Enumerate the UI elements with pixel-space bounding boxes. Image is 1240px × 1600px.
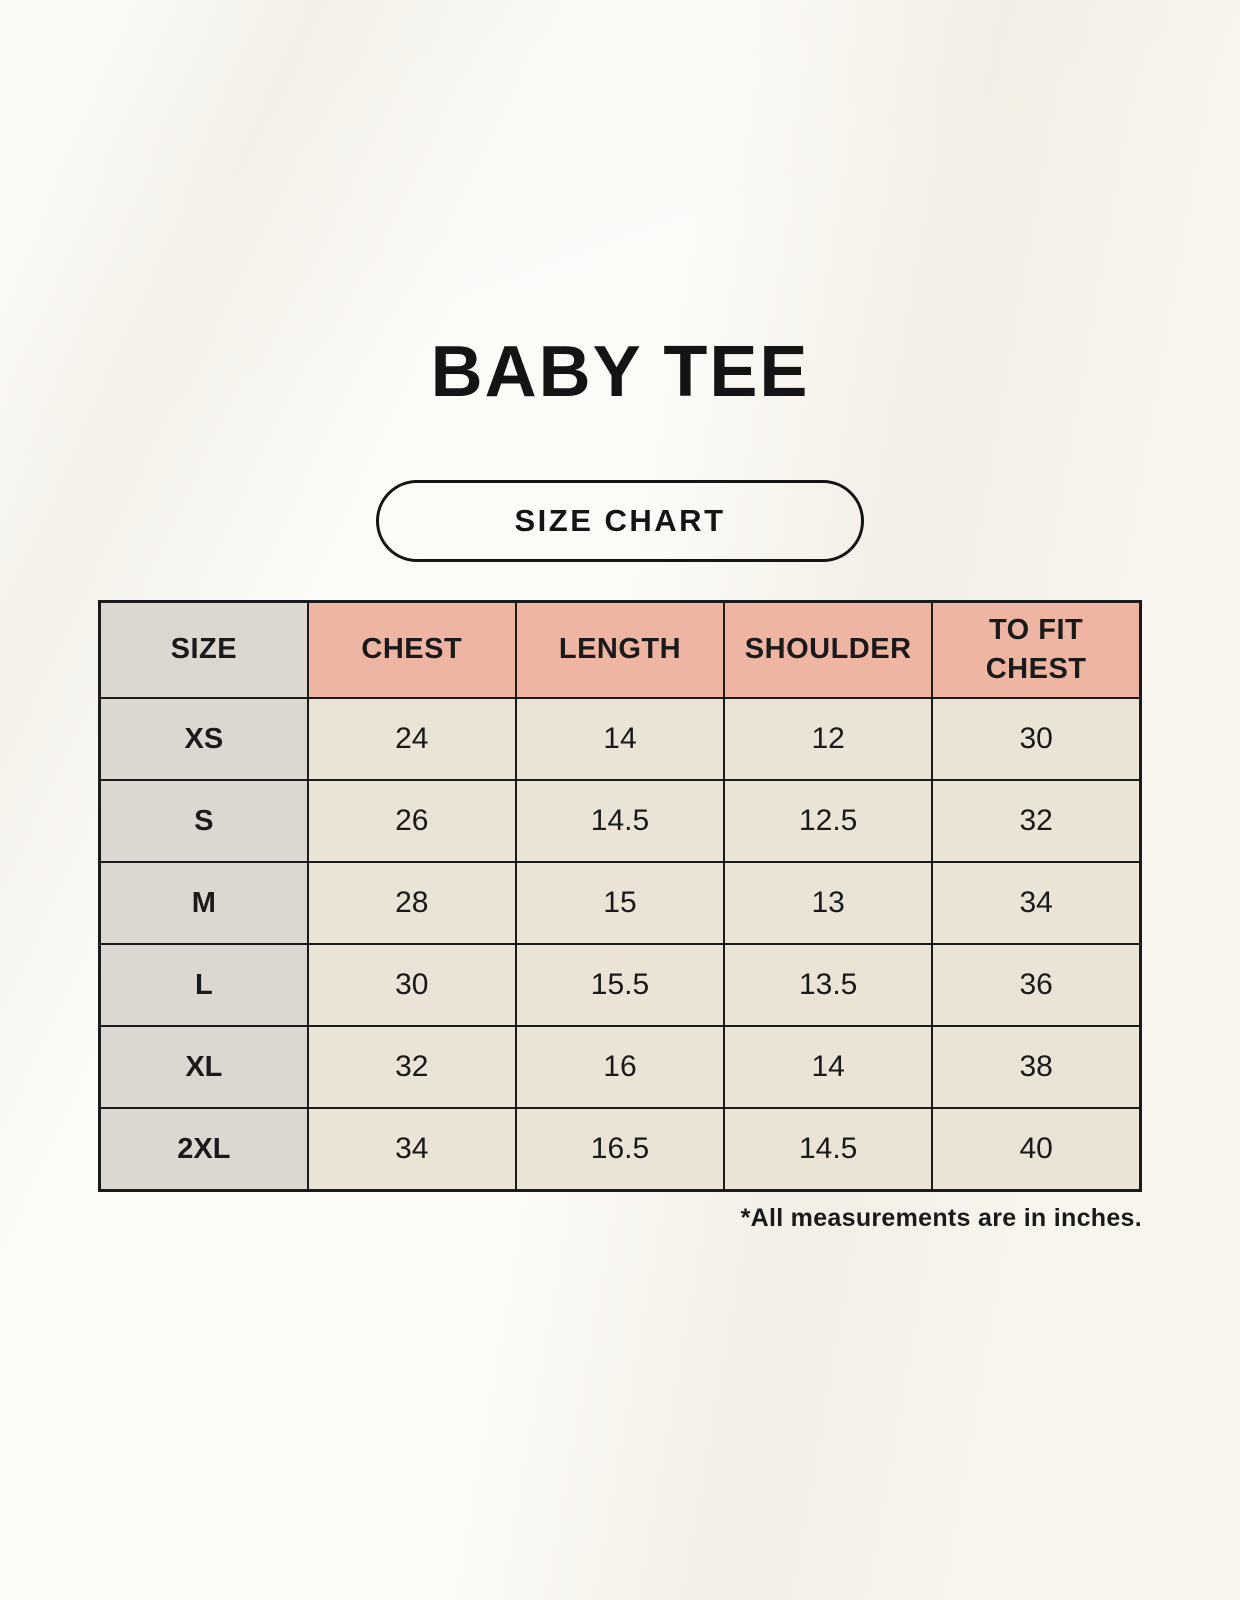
row-header-s: S	[98, 779, 309, 863]
size-chart-graphic: BABY TEE SIZE CHART SIZE CHEST LENGTH SH…	[98, 332, 1142, 1232]
table-row-xl: XL 32 16 14 38	[98, 1025, 1142, 1109]
table-row-2xl: 2XL 34 16.5 14.5 40	[98, 1107, 1142, 1192]
table-cell: 15	[514, 861, 726, 945]
table-cell: 26	[306, 779, 517, 863]
table-cell: 13.5	[723, 943, 934, 1027]
table-cell: 14	[723, 1025, 934, 1109]
table-cell: 14.5	[723, 1107, 934, 1192]
table-cell: 30	[306, 943, 517, 1027]
column-header-length: LENGTH	[514, 600, 726, 699]
table-cell: 36	[931, 943, 1142, 1027]
table-cell: 14.5	[514, 779, 726, 863]
table-header-row: SIZE CHEST LENGTH SHOULDER TO FIT CHEST	[98, 600, 1142, 699]
column-header-to-fit-chest: TO FIT CHEST	[931, 600, 1142, 699]
table-row-xs: XS 24 14 12 30	[98, 697, 1142, 781]
table-cell: 40	[931, 1107, 1142, 1192]
size-chart-badge: SIZE CHART	[376, 480, 864, 562]
table-cell: 16	[514, 1025, 726, 1109]
size-chart-table: SIZE CHEST LENGTH SHOULDER TO FIT CHEST …	[98, 600, 1142, 1192]
table-cell: 32	[931, 779, 1142, 863]
table-cell: 15.5	[514, 943, 726, 1027]
table-cell: 34	[931, 861, 1142, 945]
page-title: BABY TEE	[430, 332, 810, 412]
table-cell: 38	[931, 1025, 1142, 1109]
row-header-xs: XS	[98, 697, 309, 781]
row-header-xl: XL	[98, 1025, 309, 1109]
column-header-chest: CHEST	[306, 600, 517, 699]
table-cell: 12.5	[723, 779, 934, 863]
row-header-m: M	[98, 861, 309, 945]
table-cell: 34	[306, 1107, 517, 1192]
measurements-footnote: *All measurements are in inches.	[740, 1204, 1142, 1232]
table-row-s: S 26 14.5 12.5 32	[98, 779, 1142, 863]
column-header-shoulder: SHOULDER	[723, 600, 934, 699]
table-row-m: M 28 15 13 34	[98, 861, 1142, 945]
table-cell: 14	[514, 697, 726, 781]
table-cell: 32	[306, 1025, 517, 1109]
table-cell: 13	[723, 861, 934, 945]
size-chart-badge-label: SIZE CHART	[514, 503, 726, 538]
row-header-2xl: 2XL	[98, 1107, 309, 1192]
table-cell: 24	[306, 697, 517, 781]
table-cell: 30	[931, 697, 1142, 781]
table-row-l: L 30 15.5 13.5 36	[98, 943, 1142, 1027]
column-header-size: SIZE	[98, 600, 309, 699]
row-header-l: L	[98, 943, 309, 1027]
table-cell: 16.5	[514, 1107, 726, 1192]
table-cell: 12	[723, 697, 934, 781]
table-cell: 28	[306, 861, 517, 945]
